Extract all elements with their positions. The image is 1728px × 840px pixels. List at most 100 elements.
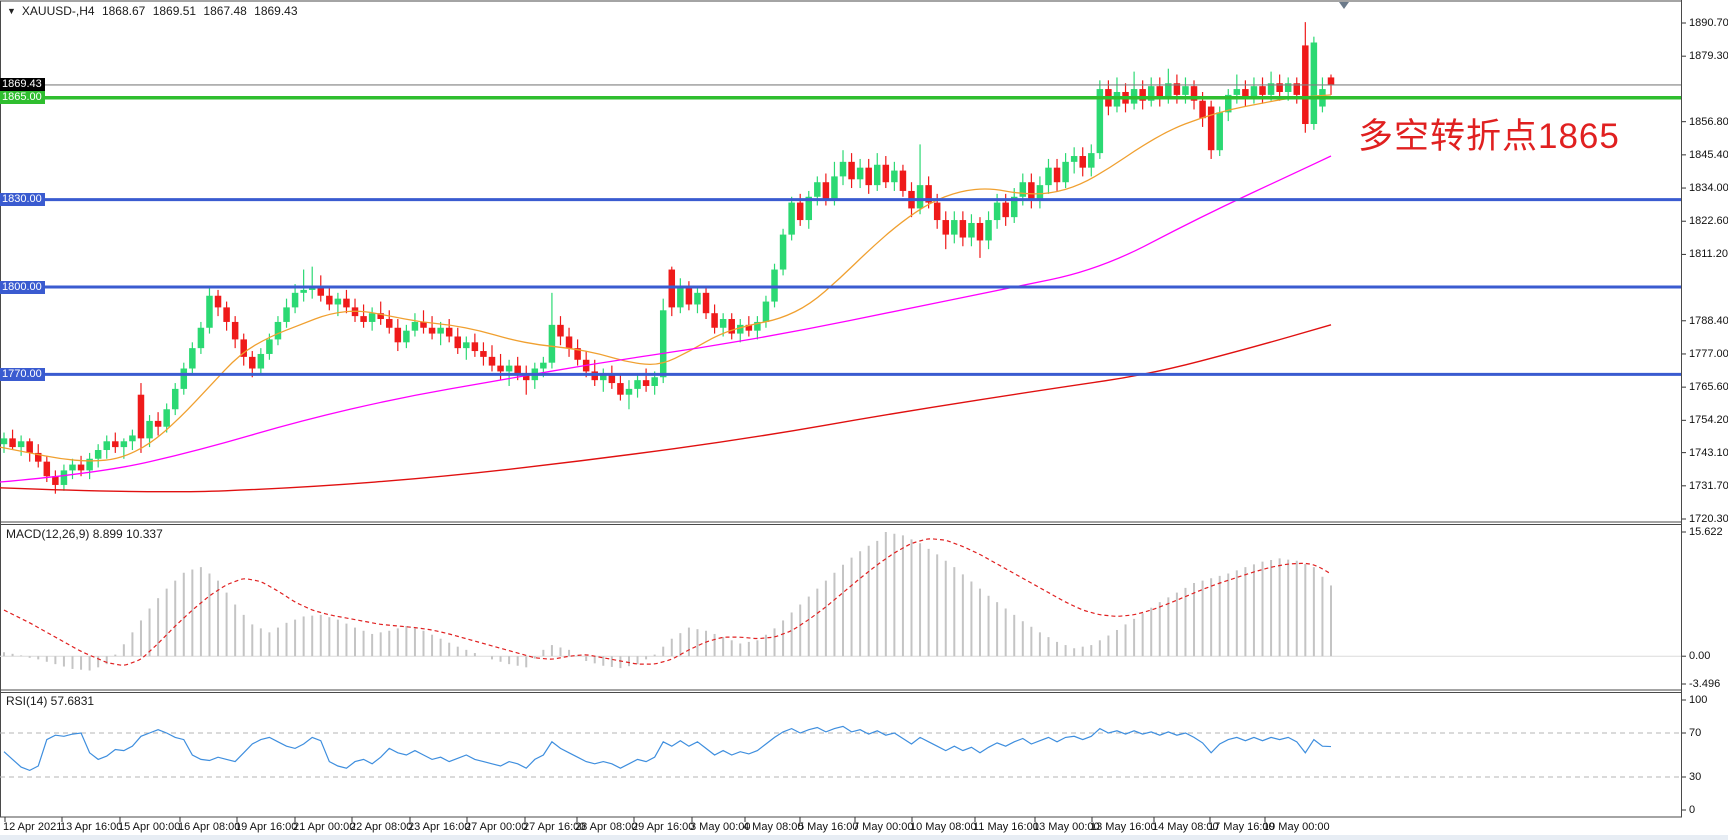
candle-body: [77, 464, 85, 471]
candle-body: [1096, 89, 1104, 154]
candle-body: [659, 310, 667, 378]
ma-line-3: [0, 324, 1332, 493]
symbol-dropdown-icon[interactable]: ▼: [7, 6, 16, 16]
candle-body: [1199, 100, 1206, 119]
candle-body: [625, 388, 633, 395]
candle-body: [711, 313, 718, 328]
candle-body: [642, 380, 650, 386]
candle-body: [874, 164, 881, 186]
macd-indicator-label: MACD(12,26,9) 8.899 10.337: [6, 527, 163, 541]
candle-body: [1173, 83, 1181, 95]
candle-body: [1216, 112, 1223, 151]
candle-body: [420, 321, 427, 328]
time-axis[interactable]: [0, 817, 1681, 837]
candle-body: [1233, 89, 1241, 95]
candle-body: [565, 336, 573, 349]
candle-body: [1079, 156, 1086, 168]
candle-body: [394, 327, 402, 343]
candle-body: [1070, 156, 1078, 162]
candle-body: [959, 220, 967, 238]
candle-body: [899, 170, 907, 191]
candle-body: [274, 321, 282, 340]
rsi-panel-area[interactable]: [0, 692, 1681, 817]
candle-body: [1147, 86, 1155, 101]
annotation-text[interactable]: 多空转折点1865: [1358, 117, 1620, 156]
candle-body: [129, 435, 136, 442]
candle-body: [1002, 202, 1009, 218]
candle-body: [26, 441, 33, 453]
candle-body: [951, 220, 958, 235]
candle-body: [1062, 161, 1069, 183]
candle-body: [839, 161, 847, 177]
candle-body: [231, 321, 239, 340]
candle-body: [1207, 106, 1215, 151]
candle-body: [171, 388, 179, 410]
candle-body: [651, 377, 658, 386]
candle-body: [206, 295, 213, 328]
candle-body: [488, 356, 496, 366]
candle-body: [317, 287, 325, 296]
candle-body: [574, 348, 581, 360]
candle-body: [377, 313, 384, 320]
candle-body: [677, 287, 684, 308]
candle-body: [805, 196, 813, 221]
candle-body: [386, 319, 393, 328]
candle-body: [445, 327, 453, 337]
candle-body: [865, 167, 872, 186]
candle-body: [411, 321, 419, 331]
chart-title-bar[interactable]: ▼ XAUUSD-,H4 1868.67 1869.51 1867.48 1869…: [7, 4, 302, 18]
candle-body: [762, 301, 770, 322]
candle-body: [1010, 196, 1018, 218]
candle-body: [368, 313, 376, 322]
candle-body: [17, 441, 25, 448]
candle-body: [189, 348, 196, 369]
quote-low: 1867.48: [203, 4, 247, 18]
candle-body: [856, 167, 864, 180]
candle-body: [745, 324, 753, 331]
candle-body: [1267, 83, 1275, 95]
bottom-strip: [0, 835, 1728, 840]
candle-body: [1182, 86, 1189, 95]
candle-body: [505, 365, 513, 372]
candle-body: [814, 182, 821, 197]
candle-body: [728, 319, 735, 334]
candle-body: [103, 441, 110, 451]
price-axis[interactable]: [1682, 0, 1728, 817]
candle-body: [1019, 182, 1027, 197]
ma-line-1: [0, 94, 1332, 462]
candle-body: [454, 336, 461, 349]
candle-body: [514, 365, 521, 375]
candle-body: [976, 222, 984, 241]
candle-body: [685, 287, 693, 305]
candle-body: [480, 351, 487, 357]
candle-body: [796, 202, 804, 221]
macd-signal-line: [3, 538, 1332, 666]
candle-body: [557, 324, 564, 337]
candle-body: [428, 327, 436, 334]
candle-body: [1242, 89, 1249, 98]
rsi-indicator-label: RSI(14) 57.6831: [6, 694, 95, 708]
ma-line-2: [0, 155, 1332, 483]
candle-body: [240, 339, 247, 357]
macd-panel-area[interactable]: [0, 524, 1681, 690]
candle-body: [94, 450, 102, 459]
candle-body: [891, 170, 898, 183]
candle-body: [1156, 86, 1164, 98]
candle-body: [1259, 86, 1266, 95]
candle-body: [214, 295, 222, 308]
candle-body: [60, 470, 68, 485]
candle-body: [916, 185, 924, 209]
candle-body: [617, 383, 624, 395]
candle-body: [1276, 83, 1283, 92]
candle-body: [69, 464, 76, 471]
candle-body: [1284, 83, 1292, 92]
candle-body: [925, 185, 932, 203]
candle-body: [634, 380, 641, 389]
main-chart-area[interactable]: [0, 0, 1681, 522]
candle-body: [968, 222, 975, 238]
candle-body: [993, 202, 1001, 221]
candle-body: [1053, 167, 1061, 183]
candle-body: [1327, 77, 1335, 85]
